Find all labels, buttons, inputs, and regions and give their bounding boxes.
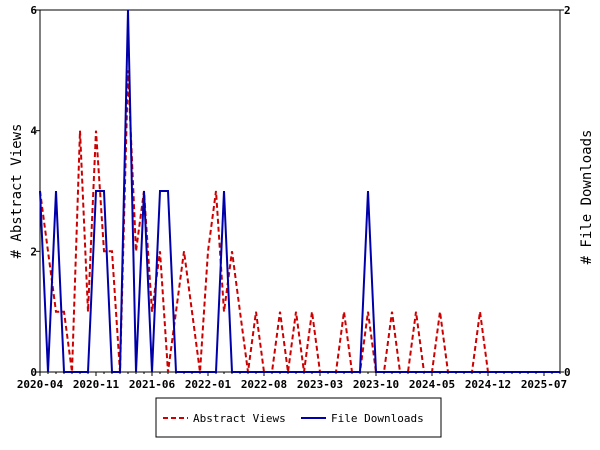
y-left-tick-label: 4 xyxy=(30,125,37,138)
y-axis-right-title: # File Downloads xyxy=(579,130,595,265)
y-right-tick-label: 0 xyxy=(564,366,571,379)
x-tick-label: 2022-01 xyxy=(185,378,232,391)
y-right-tick-label: 2 xyxy=(564,4,571,17)
x-tick-label: 2024-05 xyxy=(409,378,455,391)
x-tick-label: 2025-07 xyxy=(521,378,567,391)
x-tick-label: 2024-12 xyxy=(465,378,511,391)
x-tick-label: 2022-08 xyxy=(241,378,287,391)
legend-box xyxy=(155,397,442,438)
y-left-tick-label: 0 xyxy=(30,366,37,379)
series-line-abstract-views xyxy=(39,70,560,373)
series-line-file-downloads xyxy=(39,9,560,373)
plot-area xyxy=(39,9,561,373)
x-tick-label: 2023-10 xyxy=(353,378,399,391)
legend: Abstract Views File Downloads xyxy=(155,397,442,438)
y-left-tick-label: 2 xyxy=(30,245,37,258)
tick-layer: 2020-04 2020-11 2021-06 2022-01 2022-08 2023-… xyxy=(17,4,571,391)
y-left-tick-label: 6 xyxy=(30,4,37,17)
legend-label-abstract-views: Abstract Views xyxy=(193,412,286,425)
x-tick-label: 2023-03 xyxy=(297,378,343,391)
legend-label-file-downloads: File Downloads xyxy=(331,412,424,425)
x-tick-label: 2021-06 xyxy=(129,378,176,391)
x-tick-label: 2020-11 xyxy=(73,378,120,391)
x-tick-label: 2020-04 xyxy=(17,378,64,391)
y-axis-left-title: # Abstract Views xyxy=(9,124,25,259)
